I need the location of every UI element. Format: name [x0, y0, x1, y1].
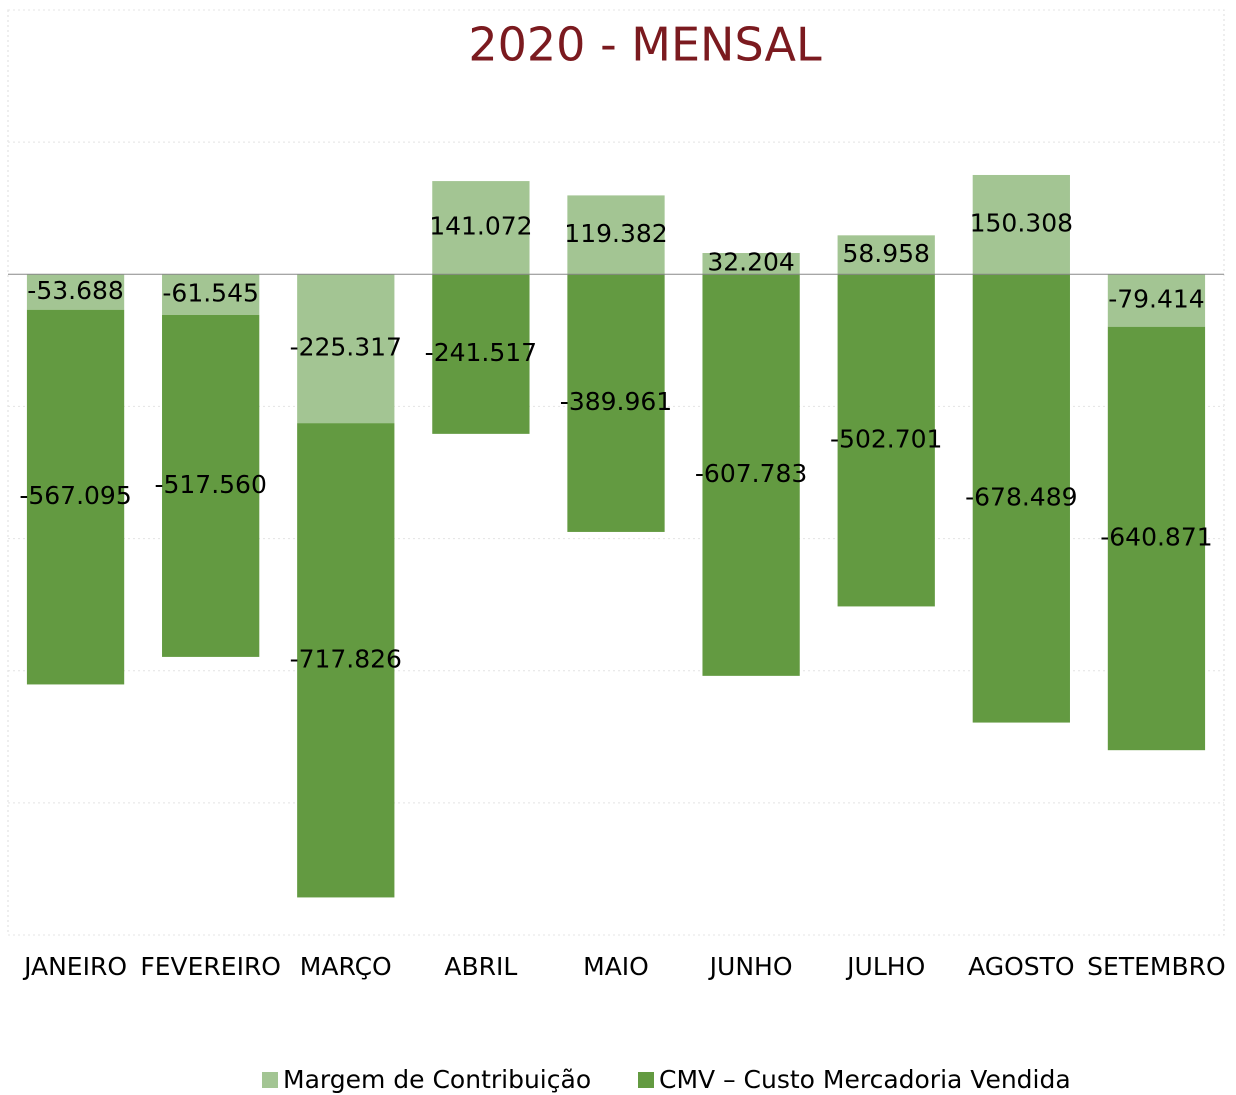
bar-segment: [26, 274, 125, 310]
data-label: 119.382: [564, 219, 667, 248]
data-label: -607.783: [695, 459, 807, 488]
bar-segment: [837, 235, 935, 275]
data-label: 32.204: [707, 248, 794, 277]
data-label: 58.958: [842, 239, 929, 268]
data-label: -678.489: [965, 482, 1077, 511]
bar-segment: [162, 314, 260, 657]
x-tick-label: JANEIRO: [22, 952, 127, 981]
bar-segment: [297, 423, 395, 898]
bar-segment: [162, 274, 260, 315]
bar-segment: [702, 253, 800, 275]
bar-segment: [567, 274, 665, 532]
bar-segment: [972, 274, 1070, 723]
x-tick-label: AGOSTO: [968, 952, 1075, 981]
bar-segment: [702, 274, 800, 676]
bar-segment: [567, 195, 665, 275]
data-label: -502.701: [830, 424, 942, 453]
x-tick-label: FEVEREIRO: [140, 952, 281, 981]
x-tick-label: SETEMBRO: [1087, 952, 1226, 981]
data-label: -79.414: [1108, 285, 1205, 314]
data-label: -717.826: [290, 644, 402, 673]
bar-segment: [297, 274, 395, 424]
bar-segment: [1107, 326, 1206, 751]
chart-title: 2020 - MENSAL: [468, 18, 822, 72]
legend-label: CMV – Custo Mercadoria Vendida: [659, 1065, 1071, 1094]
data-label: -389.961: [560, 387, 672, 416]
data-label: 150.308: [970, 209, 1073, 238]
bar-segment: [1107, 274, 1206, 327]
data-label: -567.095: [19, 481, 131, 510]
data-label: -517.560: [154, 470, 266, 499]
x-tick-label: MAIO: [583, 952, 649, 981]
data-label: -225.317: [290, 333, 402, 362]
x-tick-label: JUNHO: [708, 952, 793, 981]
bar-segment: [432, 274, 530, 434]
x-tick-label: JULHO: [845, 952, 925, 981]
legend-label: Margem de Contribuição: [283, 1065, 591, 1094]
data-label: -61.545: [162, 279, 259, 308]
bar-segment: [837, 274, 935, 607]
data-label: 141.072: [429, 212, 532, 241]
x-tick-label: ABRIL: [444, 952, 517, 981]
bar-segment: [972, 174, 1070, 275]
legend-swatch: [638, 1072, 654, 1088]
data-label: -241.517: [425, 338, 537, 367]
bar-segment: [26, 309, 125, 685]
legend-swatch: [262, 1072, 278, 1088]
x-tick-label: MARÇO: [300, 952, 392, 981]
data-label: -640.871: [1100, 522, 1212, 551]
bar-segment: [432, 181, 530, 275]
data-label: -53.688: [27, 276, 124, 305]
